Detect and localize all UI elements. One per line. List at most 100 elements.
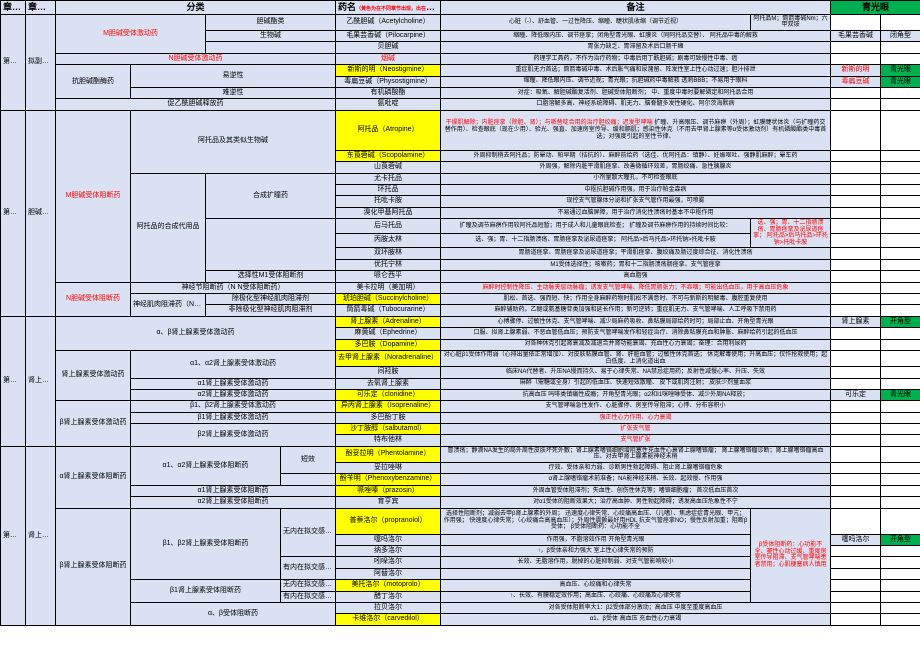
c9r2c: 妥拉唑啉 bbox=[336, 463, 441, 474]
hdr-glaucoma: 青光眼 bbox=[831, 1, 920, 15]
c6r2c: 毛果芸香碱（Pilocarpine） bbox=[336, 30, 441, 41]
c7r10c: 双环胺林 bbox=[336, 248, 441, 259]
c7r14b: 神经肌肉阻滞药（Nm受体阻断药） bbox=[131, 294, 206, 317]
c9r7d: 作用强，不脂溶效作用 开角型青光眼 bbox=[441, 534, 751, 545]
c7r9c: 丙胺太林 bbox=[336, 233, 441, 248]
c8r8a: β肾上腺素受体激动药 bbox=[56, 401, 131, 447]
c7r4b: 阿托品的合成代用品 bbox=[131, 173, 206, 282]
c7r13c: 美卡拉明（美加明） bbox=[336, 282, 441, 293]
c9r12d: ↑、长效、有膜稳定效作用；高血压、心绞痛、心绞痛及心律失常 bbox=[441, 591, 751, 602]
c8r3c: 多巴胺（Dopamine） bbox=[336, 339, 441, 350]
c7r6c: 托吡卡胺 bbox=[336, 196, 441, 207]
c6r5d: 重症肌无力首选；筒箭毒碱中毒、术后胀气痛和尿潴留、阵发性室上性心动过速；胆汁排泄 bbox=[441, 65, 831, 76]
c6r7b: 难逆性 bbox=[131, 87, 336, 98]
ch9-title: 肾上腺素受体阻断药 bbox=[26, 446, 56, 625]
c9r3b2 bbox=[281, 474, 336, 485]
c7r4c: 尤卡托品 bbox=[336, 173, 441, 184]
c8r6d: 麻醉（需糖或全身）引起的低血压、快速短效散瞳、 皮下或肌肉注射； 皮肤少剂量血浆 bbox=[441, 378, 831, 389]
c8r10d: 扩张支气管 bbox=[441, 424, 831, 435]
c9r7e2: 开角型 bbox=[881, 534, 920, 545]
c8r7b: α2肾上腺素受体激动药 bbox=[131, 389, 336, 400]
c7r7c: 溴化甲基阿托品 bbox=[336, 207, 441, 218]
c7r2d: 外周抑制稍去阿托品；防晕动、帕早期（拮抗的）、麻醉前给药（选佳、优阿托品：镇静）… bbox=[441, 150, 831, 161]
c7r12c: 哌仑西平 bbox=[336, 271, 441, 282]
c9r10c: 阿替洛尔 bbox=[336, 568, 441, 579]
c7r1d: 干燥肌解除；内脏痉挛（除胆、肾）；与哌替啶合用的治疗胆绞痛；迟发型哮喘 扩瞳、升… bbox=[441, 110, 831, 150]
c7r4d: 小剂量散大瞳孔，不可检查眼底 bbox=[441, 173, 831, 184]
c7r1a: M胆碱受体阻断药 bbox=[56, 110, 131, 282]
c9r6b: β1、β2肾上腺素受体阻断药 bbox=[131, 508, 281, 580]
c9r13b: α、β受体阻断药 bbox=[131, 602, 336, 625]
c8r6b: α1肾上腺素受体激动药 bbox=[131, 378, 336, 389]
c7r12b2: 选择性M1受体阻断剂 bbox=[206, 271, 336, 282]
c9r1b: α1、α2肾上腺素受体阻断药 bbox=[131, 446, 281, 485]
c8r9c: 多巴酚丁胺 bbox=[336, 412, 441, 423]
c9r4b: α1肾上腺素受体阻断药 bbox=[131, 485, 336, 496]
c9r7c: 噻吗洛尔 bbox=[336, 534, 441, 545]
c6r3c: 贝胆碱 bbox=[336, 42, 441, 53]
c6r6d: 缩瞳、降低眼内压、调节近视；青光眼；抗胆碱药中毒解救 透刺BBB；不易用于眼科 bbox=[441, 76, 831, 87]
c9r13d: 对各受体阻断率大1：β2受体部分激动；高血压 中度至重度高血压 bbox=[441, 602, 831, 613]
c9r11d: 高血压、心绞痛和心律失常 bbox=[441, 580, 751, 591]
c8r10b: β2肾上腺素受体激动药 bbox=[131, 424, 336, 447]
c8r5c: 间羟胺 bbox=[336, 367, 441, 378]
c8r1e2: 开角型 bbox=[881, 316, 920, 327]
c7r14d: 肌松、首选、强而短、快；作用全身麻醉药物时肌松不满意时、不可与新斯的明解毒、腹腔… bbox=[441, 294, 831, 305]
c7r3c: 山莨菪碱 bbox=[336, 162, 441, 173]
c8r8d: 支气管哮喘急性发作、心脏骤停、房室传导阻滞；心悸、分布容积小 bbox=[441, 401, 831, 412]
c8r8b: β1、β2肾上腺素受体激动药 bbox=[131, 401, 336, 412]
c9r7e1: 噻吗洛尔 bbox=[831, 534, 881, 545]
c8r2d: 口服、拟肾上腺素弱、不恶血管低血压；预防支气管哮喘发作和轻症治疗、消除鼻粘膜充血… bbox=[441, 328, 831, 339]
c8r11c: 特布他林 bbox=[336, 435, 441, 446]
c8r9b: β1肾上腺素受体激动药 bbox=[131, 412, 336, 423]
c6r6e1: 毒扁豆碱 bbox=[831, 76, 881, 87]
c7r9e: 选、强；胃、十二指肠溃疡、胃肠痉挛及泌尿道痉挛； 阿托品>后马托品>环托钠>托吡… bbox=[751, 219, 831, 248]
ch6-page: 第六章P61 bbox=[1, 14, 26, 110]
c6r8d: 口脂溶解多高、神经系统障碍、肌无力、脑脊髓多发性硬化、阿尔茨海默病 bbox=[441, 99, 831, 110]
c7r1b: 阿托品及其类似生物碱 bbox=[131, 110, 336, 173]
c8r4a: 肾上腺素受体激动药 bbox=[56, 350, 131, 400]
c9r6a: β肾上腺素受体阻断药 bbox=[56, 508, 131, 625]
c9r11c: 美托洛尔（motoprolo） bbox=[336, 580, 441, 591]
c8r5d: 临床NA代替者、升压NA慢而持久、易于心律失常、NA禁忌症用药；反射性减慢心率、… bbox=[441, 367, 831, 378]
c9r4c: 哌唑嗪（prazosin） bbox=[336, 485, 441, 496]
c8r2c: 麻黄碱（Ephedrine） bbox=[336, 328, 441, 339]
c9r1c: 酚妥拉明（Phentolamine） bbox=[336, 446, 441, 462]
c8r10c: 沙丁胺醇（salbutamol） bbox=[336, 424, 441, 435]
c7r11c: 优托宁林 bbox=[336, 259, 441, 270]
c8r8c: 异丙肾上腺素（Isoprenaline） bbox=[336, 401, 441, 412]
c6r1d: 心脏（-）、舒血管、一过性降压、缩瞳、睫状肌收缩（调节近视） bbox=[441, 14, 751, 30]
c8r4d: 对心脏β1受体作用弱（心排出量依正常增加）、对皮肤粘膜血管、肾、肝脏血管；过敏性… bbox=[441, 350, 831, 366]
c9r12c: 醋丁洛尔 bbox=[336, 591, 441, 602]
c9r13c: 拉贝洛尔 bbox=[336, 602, 441, 613]
c6r7d: 对症：吸氧、解胆碱酯复活剂、胆碱受体阻断剂； 中、重度中毒时要解磷定和阿托品合用 bbox=[441, 87, 831, 98]
c7r2c: 东莨菪碱（Scopolamine） bbox=[336, 150, 441, 161]
c7r15d: 麻醉辅助药。乙醚或氨基糖苷类加强和延长作用；新可逆转；重症肌无力、支气管哮喘、人… bbox=[441, 305, 831, 316]
c9r2d: 疗效、受体亲和力弱、诊断男性勃起障碍、阻止肾上腺嗜铬瘤危象 bbox=[441, 463, 831, 474]
c9r6e: β受体阻断药：心功能不全、窦性心动过缓、重度房室传导阻滞、支气管哮喘患者禁用；心… bbox=[751, 508, 831, 602]
c6r2d: 缩瞳、降低眼内压、调节痉挛；闭角型青光眼、虹膜炎（同阿托品交替）、 阿托品中毒的… bbox=[441, 30, 831, 41]
c8r4c: 去甲肾上腺素（Noradrenaline） bbox=[336, 350, 441, 366]
c9r8d: ↑，β受体亲和力强大 室上性心律失常的预防 bbox=[441, 546, 751, 557]
c8r1e1: 肾上腺素 bbox=[831, 316, 881, 327]
c9r11b2: 无内在拟交感活性 bbox=[281, 580, 336, 591]
c6r5e2: 青光眼 bbox=[881, 65, 920, 76]
c6r5e1: 新斯的明 bbox=[831, 65, 881, 76]
c8r7e2: 青光眼 bbox=[881, 389, 920, 400]
c6r5c: 新斯的明（Neostigmine） bbox=[336, 65, 441, 76]
c8r4b: α1、α2肾上腺素受体激动药 bbox=[131, 350, 336, 378]
c7r15b2: 非除极化型神经肌肉阻滞剂 bbox=[206, 305, 336, 316]
c9r5c: 育亨宾 bbox=[336, 497, 441, 508]
c9r4d: 外周血管受体阻滞剂；失血性、创伤性休克等；嗜铬细胞瘤； 首次低血压首次 bbox=[441, 485, 831, 496]
c8r9d: 强正性心力作用、心力衰竭 bbox=[441, 412, 831, 423]
c7r14c: 琥珀胆碱（Succinylcholine） bbox=[336, 294, 441, 305]
c8r3d: 对各种休克引起肾衰减及减退合并肾功能衰竭、充血性心力衰竭；奋理：合用利尿药 bbox=[441, 339, 831, 350]
hdr-page: 章节编号页码 bbox=[1, 1, 26, 15]
c8r7c: 可乐定（clonidine） bbox=[336, 389, 441, 400]
c6r2e1: 毛果芸香碱 bbox=[831, 30, 881, 41]
c7r6d: 现控支气管腺体分泌和扩张支气管作用最强，可喷雾 bbox=[441, 196, 831, 207]
c9r12b2: 有内在拟交感活性 bbox=[281, 591, 336, 602]
c6r4c: 烟碱 bbox=[336, 53, 441, 64]
c6r3d: 胃张力缺乏、胃滞留及术后口肠干瘫 bbox=[441, 42, 831, 53]
c8r7d: 抗高血压 吗啡类镇痛性成瘾；开角型青光眼；α2和I1咪唑啉受体、减少外周NA释放… bbox=[441, 389, 831, 400]
